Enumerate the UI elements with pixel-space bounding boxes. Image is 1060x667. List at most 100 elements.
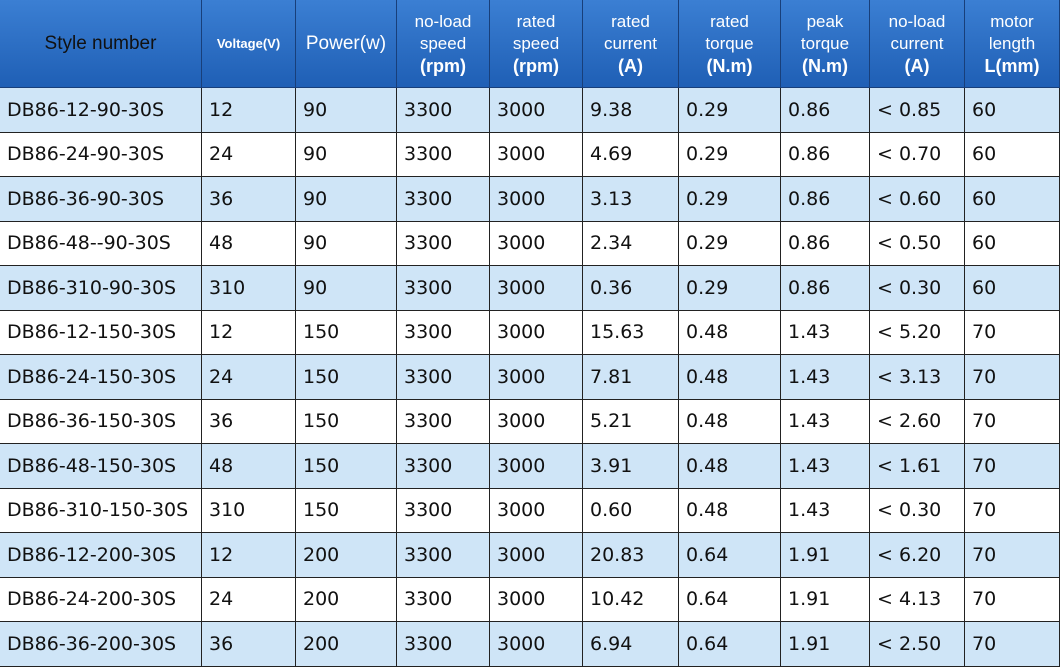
table-cell: 0.29 (679, 88, 781, 133)
table-cell: 0.60 (583, 488, 679, 533)
table-cell: < 6.20 (870, 533, 965, 578)
table-cell: 3300 (397, 132, 490, 177)
header-cell: no-load current (A) (870, 0, 965, 88)
header-text: torque (705, 33, 754, 53)
table-cell: 3000 (490, 577, 583, 622)
table-cell: 36 (202, 622, 296, 667)
header-text: speed (512, 33, 560, 53)
table-cell: 1.91 (781, 622, 870, 667)
table-cell: 70 (965, 310, 1060, 355)
table-cell: 1.91 (781, 577, 870, 622)
table-cell: 0.64 (679, 577, 781, 622)
header-text: (A) (618, 55, 643, 76)
table-cell: 3000 (490, 622, 583, 667)
table-cell: 12 (202, 533, 296, 578)
table-cell: 70 (965, 399, 1060, 444)
table-cell: 0.48 (679, 488, 781, 533)
header-cell: Power(w) (296, 0, 397, 88)
header-cell: no-load speed (rpm) (397, 0, 490, 88)
table-cell: 4.69 (583, 132, 679, 177)
table-cell: 150 (296, 399, 397, 444)
table-cell: 6.94 (583, 622, 679, 667)
table-cell: 3300 (397, 88, 490, 133)
table-cell: 0.86 (781, 88, 870, 133)
table-cell: 0.29 (679, 266, 781, 311)
table-cell: 150 (296, 488, 397, 533)
table-cell: 200 (296, 622, 397, 667)
table-cell: 90 (296, 132, 397, 177)
table-cell: 12 (202, 310, 296, 355)
table-cell: < 5.20 (870, 310, 965, 355)
table-cell: 310 (202, 488, 296, 533)
table-cell: 1.43 (781, 488, 870, 533)
table-cell: 90 (296, 266, 397, 311)
table-cell: 3000 (490, 399, 583, 444)
table-cell: DB86-36-200-30S (0, 622, 202, 667)
header-cell: rated current (A) (583, 0, 679, 88)
table-cell: 3000 (490, 177, 583, 222)
table-cell: 70 (965, 533, 1060, 578)
table-cell: 70 (965, 488, 1060, 533)
table-cell: 3300 (397, 266, 490, 311)
header-text: Voltage(V) (216, 35, 281, 51)
table-cell: 3300 (397, 399, 490, 444)
table-cell: 3000 (490, 132, 583, 177)
header-cell: motor length L(mm) (965, 0, 1060, 88)
table-cell: 0.86 (781, 177, 870, 222)
table-cell: 24 (202, 132, 296, 177)
table-cell: 36 (202, 177, 296, 222)
table-cell: 200 (296, 533, 397, 578)
table-cell: DB86-48-150-30S (0, 444, 202, 489)
table-cell: < 0.50 (870, 221, 965, 266)
table-cell: 1.43 (781, 355, 870, 400)
header-text: (rpm) (420, 55, 466, 76)
table-cell: 150 (296, 310, 397, 355)
table-cell: 48 (202, 444, 296, 489)
header-text: L(mm) (984, 55, 1040, 76)
table-cell: 5.21 (583, 399, 679, 444)
table-cell: 48 (202, 221, 296, 266)
header-text: no-load (414, 11, 472, 31)
table-cell: 2.34 (583, 221, 679, 266)
table-cell: 90 (296, 88, 397, 133)
header-cell: peak torque (N.m) (781, 0, 870, 88)
table-cell: 3000 (490, 444, 583, 489)
table-cell: 3300 (397, 577, 490, 622)
table-cell: 3000 (490, 310, 583, 355)
header-text: Style number (44, 32, 157, 54)
table-cell: DB86-48--90-30S (0, 221, 202, 266)
table-cell: 150 (296, 355, 397, 400)
table-cell: 3000 (490, 221, 583, 266)
header-text: torque (800, 33, 850, 53)
table-cell: 0.86 (781, 221, 870, 266)
table-cell: 3300 (397, 177, 490, 222)
table-cell: 70 (965, 444, 1060, 489)
table-cell: 3000 (490, 88, 583, 133)
table-cell: 3300 (397, 310, 490, 355)
table-cell: 0.86 (781, 132, 870, 177)
table-cell: < 0.85 (870, 88, 965, 133)
table-cell: 60 (965, 132, 1060, 177)
table-cell: 70 (965, 355, 1060, 400)
table-cell: 3300 (397, 622, 490, 667)
table-cell: 7.81 (583, 355, 679, 400)
table-cell: 60 (965, 88, 1060, 133)
table-cell: DB86-310-90-30S (0, 266, 202, 311)
table-cell: 10.42 (583, 577, 679, 622)
table-cell: DB86-310-150-30S (0, 488, 202, 533)
table-cell: 0.86 (781, 266, 870, 311)
header-text: Power(w) (305, 32, 387, 54)
table-cell: 9.38 (583, 88, 679, 133)
table-cell: 0.29 (679, 177, 781, 222)
table-cell: 90 (296, 177, 397, 222)
table-cell: 0.64 (679, 622, 781, 667)
table-cell: 0.64 (679, 533, 781, 578)
table-cell: 0.29 (679, 132, 781, 177)
table-cell: DB86-12-90-30S (0, 88, 202, 133)
header-cell: Voltage(V) (202, 0, 296, 88)
table-cell: 150 (296, 444, 397, 489)
table-cell: < 0.70 (870, 132, 965, 177)
header-text: rated (516, 11, 556, 31)
